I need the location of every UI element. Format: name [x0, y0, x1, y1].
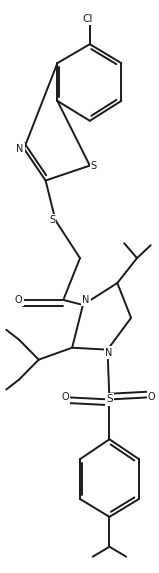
- Text: O: O: [15, 295, 22, 305]
- Text: S: S: [49, 215, 55, 225]
- Text: Cl: Cl: [83, 14, 93, 24]
- Text: N: N: [16, 144, 24, 154]
- Text: S: S: [106, 394, 113, 405]
- Text: O: O: [148, 393, 155, 402]
- Text: O: O: [62, 393, 69, 402]
- Text: N: N: [105, 348, 113, 358]
- Text: S: S: [91, 160, 97, 171]
- Text: N: N: [82, 295, 90, 305]
